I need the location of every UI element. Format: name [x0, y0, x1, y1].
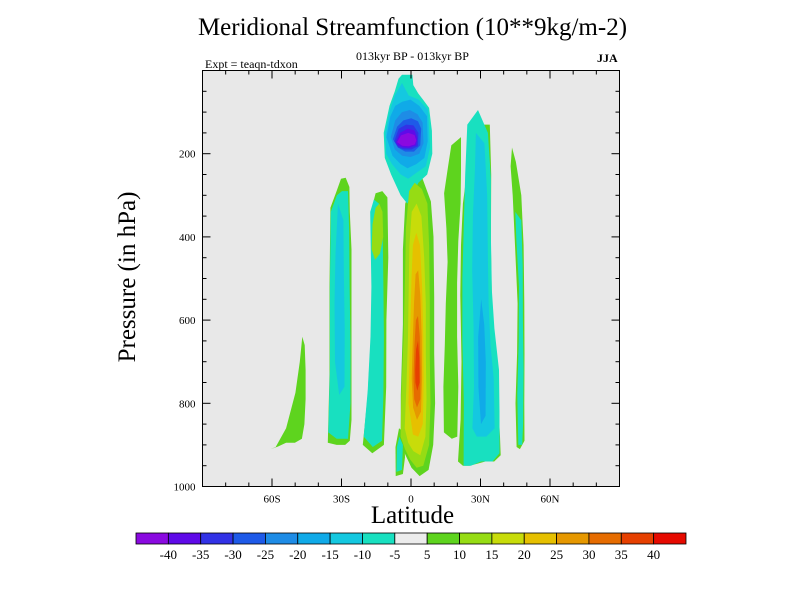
colorbar-label: -25 [257, 547, 274, 562]
colorbar-box [653, 532, 687, 545]
contour-region-23 [397, 132, 417, 147]
colorbar-label: -5 [389, 547, 400, 562]
colorbar-box [459, 532, 493, 545]
colorbar-box [523, 532, 557, 545]
contour-region-6 [443, 137, 461, 439]
colorbar-label: 10 [453, 547, 466, 562]
colorbar-box [297, 532, 331, 545]
colorbar-label: 25 [550, 547, 563, 562]
contour-fills [270, 74, 525, 477]
axes: 60S 30S 0 30N 60N 200 400 600 800 1000 [174, 70, 620, 506]
colorbar-box [491, 532, 525, 545]
x-tick-label: 60N [541, 494, 560, 506]
colorbar-box [426, 532, 460, 545]
colorbar-box [394, 532, 428, 545]
colorbar-box [200, 532, 234, 545]
x-tick-label: 0 [408, 494, 414, 506]
y-tick-label: 800 [179, 398, 196, 410]
colorbar-label: 35 [615, 547, 628, 562]
colorbar-label: -20 [289, 547, 306, 562]
contour-region-18 [478, 299, 486, 425]
chart-subtitle: 013kyr BP - 013kyr BP [356, 49, 469, 63]
contour-region-13 [396, 436, 403, 472]
colorbar-box [556, 532, 590, 545]
colorbar-label: 20 [518, 547, 531, 562]
colorbar-box [329, 532, 363, 545]
contour-region-12 [363, 199, 384, 447]
colorbar-label: -10 [354, 547, 371, 562]
colorbar-label: -35 [192, 547, 209, 562]
colorbar: -40 -35 -30 -25 -20 -15 -10 -5 5 10 15 20 25 30 35 40 [135, 532, 687, 562]
colorbar-box [620, 532, 655, 545]
contour-region-10 [515, 211, 524, 445]
contour-region-24 [371, 203, 384, 260]
colorbar-label: 30 [582, 547, 595, 562]
experiment-label: Expt = teaqn-tdxon [205, 57, 298, 71]
y-tick-label: 200 [179, 149, 196, 161]
x-axis-title: Latitude [370, 502, 455, 529]
colorbar-box [588, 532, 622, 545]
colorbar-label: -40 [160, 547, 177, 562]
contour-region-16 [334, 203, 345, 395]
colorbar-label: 5 [424, 547, 431, 562]
season-label: JJA [597, 51, 618, 65]
colorbar-label: 15 [485, 547, 498, 562]
colorbar-box [232, 532, 266, 545]
colorbar-box [265, 532, 299, 545]
y-tick-label: 600 [179, 315, 196, 327]
y-tick-label: 1000 [174, 482, 197, 494]
colorbar-box [167, 532, 202, 545]
x-tick-label: 60S [263, 494, 280, 506]
colorbar-label: 40 [647, 547, 660, 562]
x-tick-label: 30S [333, 494, 350, 506]
colorbar-label: -30 [224, 547, 241, 562]
y-tick-label: 400 [179, 232, 196, 244]
x-tick-label: 30N [471, 494, 490, 506]
colorbar-box [362, 532, 396, 545]
contour-region-30 [415, 340, 420, 391]
colorbar-box [135, 532, 169, 545]
colorbar-label: -15 [321, 547, 338, 562]
chart-title: Meridional Streamfunction (10**9kg/m-2) [197, 14, 628, 41]
contour-region-0 [270, 336, 306, 450]
contour-region-15 [472, 132, 495, 437]
